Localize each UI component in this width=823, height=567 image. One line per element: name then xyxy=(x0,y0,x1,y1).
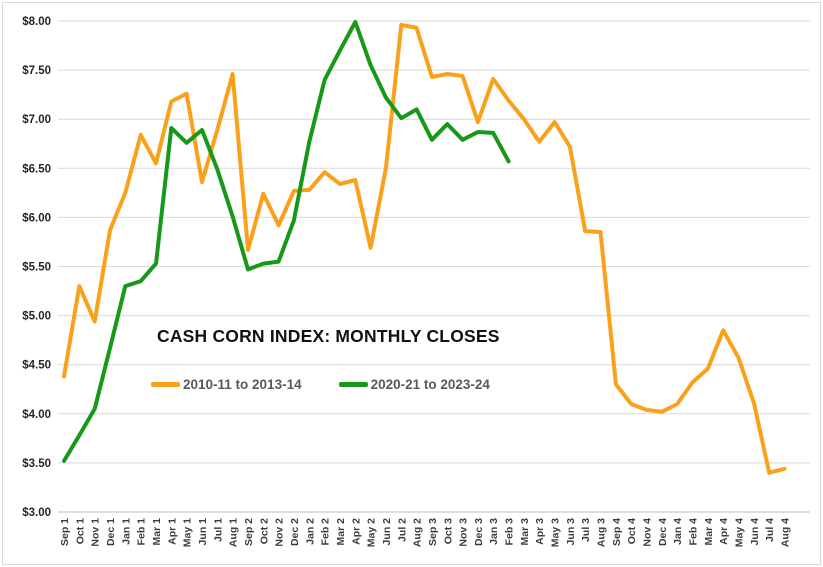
x-axis-label: May 3 xyxy=(550,518,562,547)
x-axis-label: Dec 4 xyxy=(657,518,669,546)
x-axis-label: Jan 2 xyxy=(304,518,316,545)
x-axis-label: Feb 3 xyxy=(504,518,516,546)
x-axis-label: Aug 2 xyxy=(412,518,424,547)
x-axis-label: Jul 3 xyxy=(580,518,592,542)
y-axis-label: $3.50 xyxy=(22,458,51,470)
x-axis-label: Dec 1 xyxy=(105,518,117,546)
x-axis-label: May 2 xyxy=(366,518,378,547)
x-axis-label: Jun 2 xyxy=(381,518,393,546)
x-axis-label: Oct 4 xyxy=(626,518,638,544)
y-axis-label: $6.00 xyxy=(22,212,51,224)
x-axis-label: Oct 1 xyxy=(74,518,86,544)
x-axis-label: Dec 2 xyxy=(289,518,301,546)
x-axis-label: Jan 1 xyxy=(120,518,132,545)
legend-item-2010-14: 2010-11 to 2013-14 xyxy=(151,377,302,392)
series-line-2010-14 xyxy=(62,22,787,475)
x-axis-label: Aug 1 xyxy=(228,518,240,547)
legend-item-2020-24: 2020-21 to 2023-24 xyxy=(338,377,490,392)
x-axis-label: Jan 4 xyxy=(672,518,684,545)
x-axis-label: Mar 1 xyxy=(151,518,163,546)
x-axis-label: Apr 4 xyxy=(718,518,730,545)
y-axis-label: $4.00 xyxy=(22,409,51,421)
x-axis-label: Mar 3 xyxy=(519,518,531,546)
y-axis-label: $5.00 xyxy=(22,311,51,323)
x-axis-label: Apr 1 xyxy=(166,518,178,545)
x-axis-label: Jun 4 xyxy=(749,518,761,546)
x-axis-label: Apr 3 xyxy=(534,518,546,545)
x-axis-label: Oct 3 xyxy=(442,518,454,544)
legend-label-2020-24: 2020-21 to 2023-24 xyxy=(370,377,490,392)
x-axis-label: Aug 3 xyxy=(596,518,608,547)
y-axis-label: $5.50 xyxy=(22,262,51,274)
x-axis-label: Jun 1 xyxy=(197,518,209,546)
x-axis-label: Apr 2 xyxy=(350,518,362,545)
x-axis-label: Feb 4 xyxy=(688,518,700,546)
x-axis-label: Nov 1 xyxy=(90,518,102,547)
x-axis-label: Nov 4 xyxy=(642,518,654,547)
x-axis-label: May 1 xyxy=(182,518,194,547)
y-axis-label: $4.50 xyxy=(22,360,51,372)
series-line-2020-24 xyxy=(62,20,511,463)
x-axis-label: Nov 3 xyxy=(458,518,470,547)
x-axis-label: Dec 3 xyxy=(473,518,485,546)
chart-title: CASH CORN INDEX: MONTHLY CLOSES xyxy=(157,326,500,346)
legend-label-2010-14: 2010-11 to 2013-14 xyxy=(183,377,302,392)
x-axis-label: Nov 2 xyxy=(274,518,286,547)
legend-swatch-green-icon xyxy=(338,382,368,387)
x-axis-label: Jul 2 xyxy=(396,518,408,542)
legend-swatch-orange-icon xyxy=(151,382,180,387)
y-axis-label: $7.00 xyxy=(22,114,51,126)
x-axis-label: Mar 4 xyxy=(703,518,715,546)
x-axis-label: Sep 4 xyxy=(611,518,623,546)
x-axis-label: Jan 3 xyxy=(488,518,500,545)
x-axis-label: Jul 4 xyxy=(764,518,776,542)
x-axis-label: Jul 1 xyxy=(212,518,224,542)
y-axis-label: $8.00 xyxy=(22,16,51,28)
x-axis-label: Feb 1 xyxy=(136,518,148,546)
x-axis-label: Sep 3 xyxy=(427,518,439,546)
y-axis-label: $6.50 xyxy=(22,163,51,175)
x-axis-label: Oct 2 xyxy=(258,518,270,544)
x-axis-label: Sep 2 xyxy=(243,518,255,546)
y-axis-label: $7.50 xyxy=(22,65,51,77)
x-axis-label: Feb 2 xyxy=(320,518,332,546)
x-axis-label: Sep 1 xyxy=(59,518,71,546)
x-axis-label: Mar 2 xyxy=(335,518,347,546)
x-axis-label: May 4 xyxy=(734,518,746,547)
legend: 2010-11 to 2013-14 2020-21 to 2023-24 xyxy=(151,377,490,392)
x-axis-label: Jun 3 xyxy=(565,518,577,546)
y-axis-label: $3.00 xyxy=(22,507,51,519)
x-axis-label: Aug 4 xyxy=(780,518,792,547)
